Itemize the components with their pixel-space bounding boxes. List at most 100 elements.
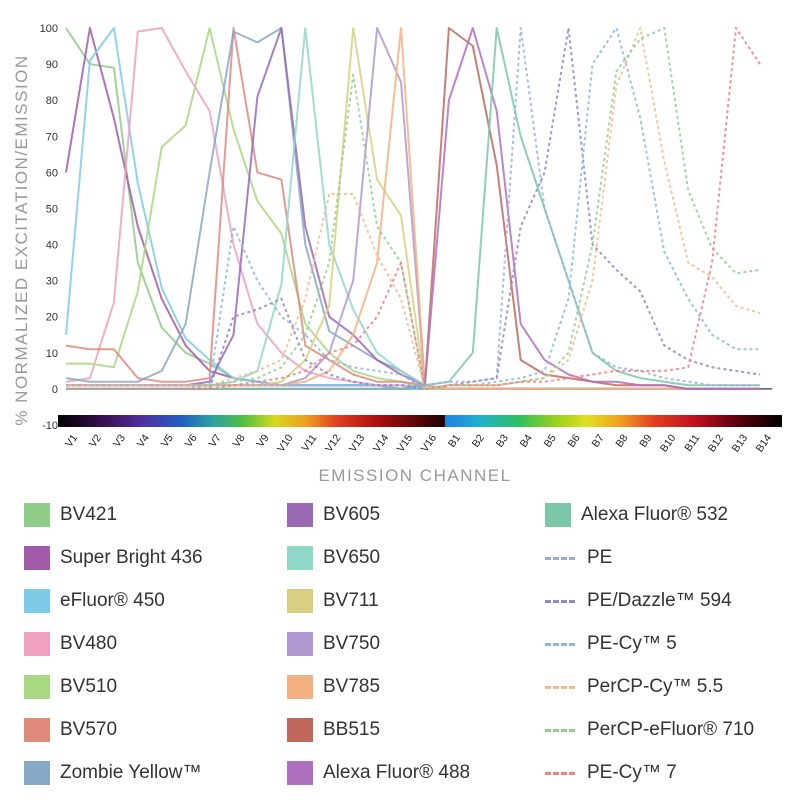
x-tick-label: V4 xyxy=(135,432,152,450)
legend-swatch xyxy=(24,589,50,613)
y-tick-label: 60 xyxy=(46,167,58,179)
legend-item: Zombie Yellow™ xyxy=(24,758,202,788)
y-axis-ticks: -10 0 10 20 30 40 50 60 70 80 90 100 xyxy=(40,23,58,432)
legend-label: PerCP-eFluor® 710 xyxy=(587,719,755,740)
legend-label: PE/Dazzle™ 594 xyxy=(587,590,732,611)
emission-color-bar xyxy=(58,415,782,427)
legend-item: PE/Dazzle™ 594 xyxy=(545,586,732,616)
x-tick-label: B1 xyxy=(446,432,463,450)
y-tick-label: 70 xyxy=(46,131,58,143)
legend-item: BV480 xyxy=(24,629,117,659)
x-tick-label: B13 xyxy=(730,432,751,454)
x-axis-title: EMISSION CHANNEL xyxy=(318,466,511,485)
x-tick-label: V15 xyxy=(395,432,416,454)
legend-swatch xyxy=(545,771,575,775)
legend-item: BV711 xyxy=(287,586,379,616)
legend-swatch xyxy=(24,761,50,785)
legend-label: Zombie Yellow™ xyxy=(60,762,202,783)
x-tick-label: V8 xyxy=(231,432,248,450)
x-tick-label: V11 xyxy=(299,432,319,454)
x-tick-label: V9 xyxy=(254,432,271,450)
x-tick-label: V12 xyxy=(323,432,344,454)
legend-item: BV785 xyxy=(287,672,380,702)
x-tick-label: B6 xyxy=(566,432,583,450)
legend-label: Alexa Fluor® 532 xyxy=(581,504,729,525)
x-tick-label: B3 xyxy=(494,432,511,450)
legend-label: BV605 xyxy=(323,504,381,525)
series-line xyxy=(66,27,760,390)
y-tick-label: 30 xyxy=(46,276,58,288)
x-tick-label: B9 xyxy=(637,432,654,450)
legend-swatch xyxy=(287,503,313,527)
legend-label: PE xyxy=(587,547,613,568)
y-tick-label: 20 xyxy=(46,312,58,324)
legend-swatch xyxy=(24,632,50,656)
x-tick-label: B5 xyxy=(542,432,559,450)
x-tick-label: B14 xyxy=(754,432,775,454)
legend-swatch xyxy=(287,546,313,570)
legend-swatch xyxy=(545,642,575,646)
legend-label: Alexa Fluor® 488 xyxy=(323,762,471,783)
legend-swatch xyxy=(287,718,313,742)
x-axis-ticks: V1 V2 V3 V4 V5 V6 V7 V8 V9 V10 V11 V12 V13 V14 V15 V16 B… xyxy=(63,432,774,454)
legend-swatch xyxy=(545,599,575,603)
x-tick-label: V6 xyxy=(183,432,200,450)
y-tick-label: 50 xyxy=(46,203,58,215)
plot-area xyxy=(65,27,772,390)
legend-label: BV421 xyxy=(60,504,118,525)
legend-swatch xyxy=(545,728,575,732)
legend-swatch xyxy=(24,675,50,699)
legend-swatch xyxy=(24,718,50,742)
x-tick-label: B11 xyxy=(682,432,702,454)
legend-swatch xyxy=(545,503,571,527)
x-tick-label: B4 xyxy=(518,432,535,450)
legend-item: BV421 xyxy=(24,500,117,530)
chart: -10 0 10 20 30 40 50 60 70 80 90 100 V1 V2 V3 V4 V5 V6 V7… xyxy=(12,23,782,485)
legend-item: BV750 xyxy=(287,629,380,659)
y-tick-label: 100 xyxy=(40,23,58,35)
legend-label: BV570 xyxy=(60,719,118,740)
legend: BV421 Super Bright 436 eFluor® 450 BV480 BV5… xyxy=(0,492,800,792)
legend-item: PE-Cy™ 5 xyxy=(545,629,677,659)
x-tick-label: V13 xyxy=(347,432,368,454)
x-tick-label: V5 xyxy=(159,432,176,450)
x-tick-label: B12 xyxy=(706,432,727,454)
series-line xyxy=(66,27,760,387)
legend-item: eFluor® 450 xyxy=(24,586,165,616)
y-tick-label: 40 xyxy=(46,240,58,252)
legend-item: BV510 xyxy=(24,672,117,702)
x-tick-label: V16 xyxy=(419,432,440,454)
legend-label: BV510 xyxy=(60,676,118,697)
x-tick-label: V10 xyxy=(275,432,296,454)
y-tick-label: 0 xyxy=(52,384,58,396)
legend-label: BV750 xyxy=(323,633,381,654)
legend-swatch xyxy=(287,675,313,699)
x-tick-label: V2 xyxy=(87,432,104,450)
legend-label: eFluor® 450 xyxy=(60,590,165,611)
legend-item: PE xyxy=(545,543,612,573)
legend-label: BV650 xyxy=(323,547,381,568)
legend-label: BV480 xyxy=(60,633,118,654)
legend-swatch xyxy=(24,503,50,527)
y-tick-label: 80 xyxy=(46,95,58,107)
legend-label: Super Bright 436 xyxy=(60,547,203,568)
legend-label: BB515 xyxy=(323,719,381,740)
legend-item: BV605 xyxy=(287,500,380,530)
legend-item: PE-Cy™ 7 xyxy=(545,758,677,788)
legend-swatch xyxy=(287,761,313,785)
y-axis-title: % NORMALIZED EXCITATION/EMISSION xyxy=(12,54,31,425)
legend-swatch xyxy=(287,589,313,613)
legend-item: Super Bright 436 xyxy=(24,543,203,573)
legend-label: PerCP-Cy™ 5.5 xyxy=(587,676,724,697)
legend-item: BV570 xyxy=(24,715,117,745)
violet-laser-band xyxy=(58,415,445,427)
y-tick-label: 10 xyxy=(46,348,58,360)
x-tick-label: V1 xyxy=(63,432,80,450)
y-tick-label: -10 xyxy=(42,420,58,432)
x-tick-label: B2 xyxy=(470,432,487,450)
legend-item: BV650 xyxy=(287,543,380,573)
legend-item: Alexa Fluor® 532 xyxy=(545,500,728,530)
legend-swatch xyxy=(287,632,313,656)
legend-label: PE-Cy™ 5 xyxy=(587,633,677,654)
x-tick-label: V3 xyxy=(111,432,128,450)
